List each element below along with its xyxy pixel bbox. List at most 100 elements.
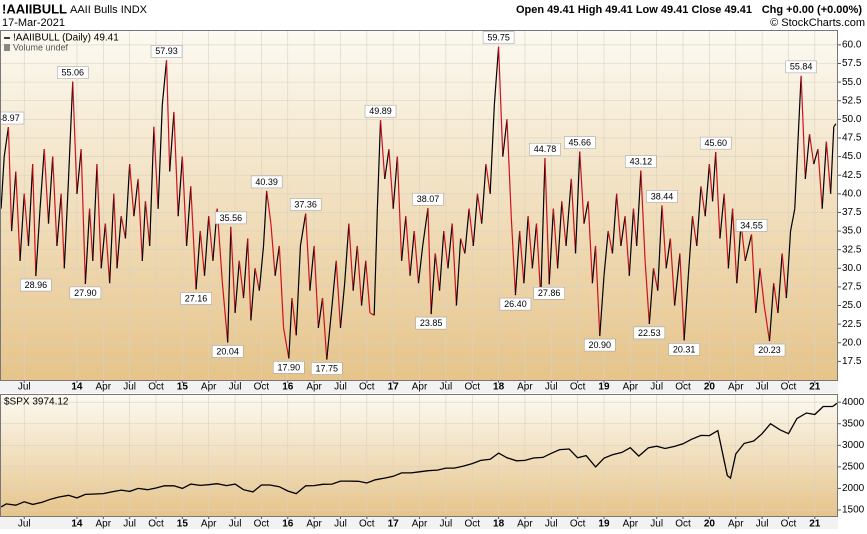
y-tick-label: 2000	[842, 483, 865, 494]
line-segment	[0, 156, 5, 209]
y-tick-label: 2500	[842, 461, 865, 472]
legend-note: Volume undef	[13, 42, 69, 52]
line-segment	[460, 238, 466, 254]
value-label: 55.84	[790, 62, 813, 72]
line-segment	[804, 134, 811, 179]
date: 17-Mar-2021	[2, 17, 65, 29]
value-label: 44.78	[534, 144, 557, 154]
line-segment	[282, 327, 290, 359]
line-segment	[683, 275, 689, 341]
line-segment	[579, 151, 585, 224]
line-segment	[833, 123, 837, 128]
line-segment	[640, 170, 646, 261]
symbol-name: AAII Bulls INDX	[70, 4, 148, 16]
value-label-box	[150, 45, 183, 58]
line-segment	[15, 171, 21, 261]
legend-label: $SPX 3974.12	[4, 397, 69, 408]
y-tick-label: 42.5	[842, 170, 862, 181]
value-label: 17.75	[316, 363, 339, 373]
line-segment	[773, 283, 779, 314]
x-tick-label: Apr	[201, 519, 217, 530]
line-segment	[438, 231, 445, 291]
line-segment	[561, 201, 567, 247]
line-segment	[129, 163, 135, 217]
line-segment	[715, 152, 721, 239]
x-tick-label: Oct	[464, 519, 480, 530]
line-segment	[157, 104, 163, 209]
line-segment	[185, 186, 192, 246]
x-tick-label: Oct	[570, 519, 586, 530]
value-label: 57.93	[155, 46, 178, 56]
value-label: 27.16	[185, 293, 208, 303]
y-tick-label: 50.0	[842, 114, 862, 125]
line-segment	[763, 305, 771, 342]
value-label: 20.04	[216, 346, 239, 356]
value-label-box	[364, 104, 397, 118]
line-segment	[195, 231, 201, 290]
line-segment	[27, 164, 34, 246]
x-tick-label: 14	[71, 519, 83, 530]
line-segment	[476, 193, 483, 224]
x-tick-label: 19	[598, 382, 610, 393]
line-segment	[409, 231, 415, 276]
x-tick-label: Oct	[359, 519, 375, 530]
change: Chg +0.00 (+0.00%)	[762, 4, 863, 16]
line-segment	[583, 201, 589, 224]
y-tick-label: 32.5	[842, 244, 862, 255]
x-tick-label: Jul	[18, 382, 31, 393]
line-segment	[455, 238, 462, 306]
line-segment	[369, 312, 375, 316]
line-segment	[384, 149, 390, 180]
line-segment	[247, 238, 252, 321]
line-segment	[396, 156, 403, 261]
line-segment	[687, 216, 694, 276]
y-tick-label: 17.5	[842, 356, 862, 367]
x-tick-label: Jul	[334, 382, 347, 393]
x-tick-label: Apr	[517, 519, 533, 530]
line-segment	[652, 268, 659, 291]
x-tick-label: Oct	[254, 382, 270, 393]
line-segment	[636, 170, 642, 246]
line-segment	[489, 104, 495, 194]
line-segment	[570, 178, 577, 254]
value-label: 40.39	[255, 177, 278, 187]
value-label: 22.53	[638, 328, 661, 338]
line-segment	[616, 193, 622, 247]
line-segment	[514, 231, 521, 296]
line-segment	[527, 216, 533, 269]
line-segment	[238, 260, 245, 299]
line-segment	[32, 164, 37, 277]
symbol: !AAIIBULL	[2, 1, 67, 16]
line-segment	[519, 231, 525, 284]
line-segment	[736, 223, 742, 284]
line-segment	[497, 46, 504, 157]
line-segment	[360, 260, 367, 306]
x-tick-label: Apr	[96, 382, 112, 393]
line-segment	[591, 245, 597, 284]
line-segment	[153, 126, 159, 209]
x-tick-label: Oct	[254, 519, 270, 530]
line-segment	[800, 75, 806, 179]
line-segment	[291, 298, 297, 336]
x-tick-label: Jul	[439, 382, 452, 393]
line-segment	[401, 216, 407, 261]
line-segment	[443, 230, 449, 269]
y-tick-label: 47.5	[842, 133, 862, 144]
x-tick-label: Apr	[96, 519, 112, 530]
line-segment	[422, 208, 429, 247]
line-segment	[10, 171, 17, 232]
line-segment	[723, 193, 729, 269]
x-tick-label: Apr	[306, 382, 322, 393]
line-segment	[777, 253, 783, 314]
y-tick-label: 1500	[842, 505, 865, 516]
line-segment	[173, 111, 179, 217]
value-label: 23.85	[420, 318, 443, 328]
line-segment	[88, 208, 94, 261]
y-tick-label: 22.5	[842, 319, 862, 330]
line-segment	[557, 201, 563, 269]
value-label-box	[753, 343, 786, 357]
quote: Open 49.41 High 49.41 Low 49.41 Close 49…	[516, 4, 752, 16]
x-tick-label: 21	[809, 519, 821, 530]
line-segment	[750, 234, 757, 314]
line-segment	[644, 260, 650, 324]
